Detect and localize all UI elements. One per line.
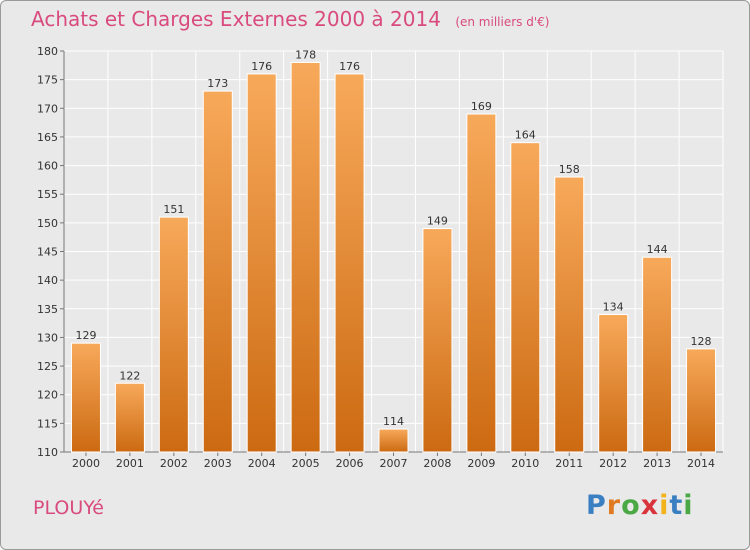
bar-2001 <box>114 382 145 453</box>
bar-2003 <box>202 90 233 453</box>
value-label: 176 <box>339 60 360 73</box>
logo-letter: t <box>669 490 684 521</box>
y-tick-label: 165 <box>37 131 58 144</box>
y-tick-label: 175 <box>37 74 58 87</box>
chart-title: Achats et Charges Externes 2000 à 2014 (… <box>31 7 549 31</box>
bar-2014 <box>686 348 717 453</box>
y-tick-label: 110 <box>37 446 58 459</box>
y-tick-labels: 110 115 120 125 130 135 140 145 150 155 160 165 170 1… <box>37 45 58 459</box>
x-tick-label: 2014 <box>687 457 715 470</box>
value-labels: 129 122 151 173 176 178 176 114 149 169 164 158 134 1… <box>75 48 711 428</box>
x-tick-label: 2004 <box>248 457 276 470</box>
y-tick-label: 125 <box>37 360 58 373</box>
y-tick-label: 155 <box>37 188 58 201</box>
x-tick-label: 2010 <box>511 457 539 470</box>
value-label: 144 <box>647 243 668 256</box>
logo-letter: o <box>621 490 641 521</box>
logo-letter: r <box>606 490 622 521</box>
logo-letter: x <box>640 490 660 521</box>
value-label: 178 <box>295 48 316 61</box>
value-label: 164 <box>515 129 536 142</box>
bar-2007 <box>378 428 409 453</box>
x-tick-label: 2006 <box>336 457 364 470</box>
x-tick-label: 2003 <box>204 457 232 470</box>
x-tick-label: 2000 <box>72 457 100 470</box>
bar-2000 <box>70 342 101 453</box>
logo-letter: i <box>659 490 670 521</box>
x-tick-label: 2012 <box>599 457 627 470</box>
value-label: 128 <box>691 335 712 348</box>
value-label: 122 <box>119 369 140 382</box>
bar-2010 <box>510 142 541 453</box>
x-tick-label: 2001 <box>116 457 144 470</box>
value-label: 149 <box>427 215 448 228</box>
bar-2004 <box>246 73 277 453</box>
x-tick-label: 2011 <box>555 457 583 470</box>
bar-2011 <box>554 176 585 453</box>
x-tick-label: 2013 <box>643 457 671 470</box>
bar-2006 <box>334 73 365 453</box>
y-tick-label: 145 <box>37 246 58 259</box>
value-label: 169 <box>471 100 492 113</box>
bar-2002 <box>158 216 189 453</box>
value-label: 134 <box>603 301 624 314</box>
y-tick-label: 160 <box>37 160 58 173</box>
bar-2012 <box>598 314 629 453</box>
value-label: 129 <box>75 329 96 342</box>
value-label: 158 <box>559 163 580 176</box>
bar-2008 <box>422 228 453 453</box>
y-tick-label: 130 <box>37 331 58 344</box>
logo-letter: i <box>683 490 694 521</box>
x-tick-label: 2005 <box>292 457 320 470</box>
x-tick-label: 2009 <box>467 457 495 470</box>
logo-letter: P <box>586 490 607 521</box>
y-tick-label: 115 <box>37 417 58 430</box>
x-tick-label: 2008 <box>423 457 451 470</box>
y-tick-label: 120 <box>37 389 58 402</box>
y-tick-label: 135 <box>37 303 58 316</box>
x-tick-label: 2002 <box>160 457 188 470</box>
chart-title-text: Achats et Charges Externes 2000 à 2014 <box>31 7 441 31</box>
value-label: 173 <box>207 77 228 90</box>
bar-2005 <box>290 61 321 453</box>
x-tick-labels: 2000 2001 2002 2003 2004 2005 2006 2007 2008 2009… <box>72 457 715 470</box>
proxiti-logo: Proxiti <box>586 490 694 521</box>
y-tick-label: 180 <box>37 45 58 58</box>
chart-unit-note: (en milliers d'€) <box>455 15 550 29</box>
y-tick-label: 170 <box>37 102 58 115</box>
x-tick-label: 2007 <box>380 457 408 470</box>
value-label: 151 <box>163 203 184 216</box>
value-label: 114 <box>383 415 404 428</box>
commune-name: PLOUYé <box>33 497 104 519</box>
y-tick-label: 150 <box>37 217 58 230</box>
bar-2013 <box>642 256 673 453</box>
y-tick-label: 140 <box>37 274 58 287</box>
bars <box>70 61 717 453</box>
bar-2009 <box>466 113 497 453</box>
value-label: 176 <box>251 60 272 73</box>
